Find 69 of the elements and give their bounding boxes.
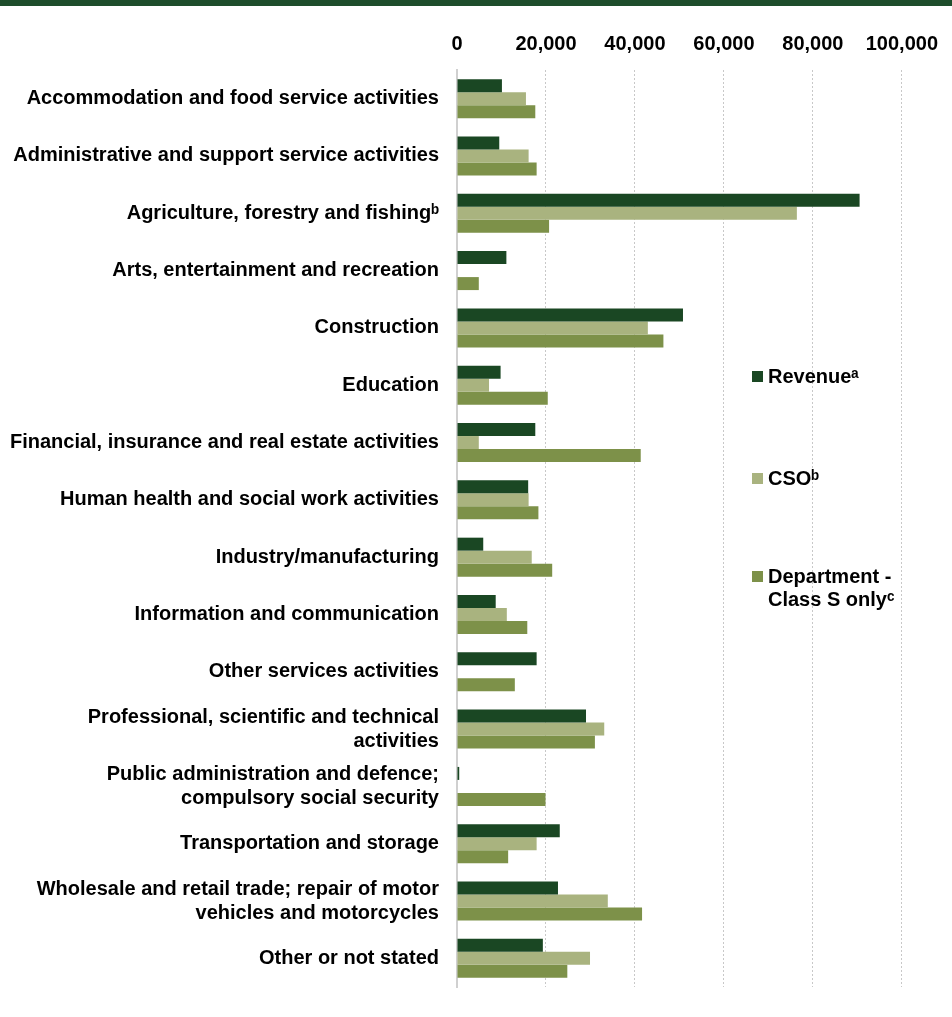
bar [457, 709, 587, 723]
bar [457, 334, 664, 348]
bar [457, 594, 496, 608]
y-tick-label: Industry/manufacturing [215, 544, 439, 567]
bar [457, 735, 595, 749]
legend-label: CSOᵇ [768, 467, 821, 490]
bar [457, 436, 479, 450]
bar [457, 378, 490, 392]
bar [457, 321, 648, 335]
bar [457, 938, 543, 952]
bar [457, 850, 509, 864]
bar [457, 824, 560, 838]
bar [457, 951, 591, 965]
bar [457, 550, 532, 564]
y-tick-label: Other services activities [208, 659, 439, 682]
bar [457, 837, 537, 851]
bar [457, 423, 536, 437]
bar [457, 365, 501, 379]
bar [457, 149, 529, 163]
bar [457, 92, 526, 106]
bar [457, 391, 548, 405]
bar [457, 881, 558, 895]
bar [457, 537, 484, 551]
legend-label: Revenueᵃ [768, 365, 860, 388]
bar [457, 493, 529, 507]
bar [457, 678, 515, 692]
bar [457, 964, 568, 978]
bar [457, 722, 605, 736]
bar [457, 206, 797, 220]
x-tick-label: 0 [451, 31, 463, 54]
x-tick-label: 80,000 [782, 31, 844, 54]
y-tick-label: Agriculture, forestry and fishingᵇ [126, 200, 440, 223]
bar [457, 136, 500, 150]
y-tick-label: Professional, scientific and technical activities [87, 704, 439, 751]
bar [457, 251, 507, 265]
bar [457, 193, 860, 207]
y-tick-label: Arts, entertainment and recreation [112, 258, 439, 281]
bar [457, 79, 502, 93]
bar [457, 607, 507, 621]
bar [457, 652, 537, 666]
y-tick-label: Administrative and support service activities [13, 143, 439, 166]
y-tick-label: Other or not stated [258, 945, 439, 968]
bar [457, 219, 550, 233]
bar [457, 506, 539, 520]
bar [457, 894, 608, 908]
legend-label: Department - Class S onlyᶜ [768, 565, 896, 611]
x-tick-label: 100,000 [865, 31, 938, 54]
bar [457, 162, 537, 176]
y-tick-label: Accommodation and food service activities [26, 86, 439, 109]
x-tick-label: 40,000 [604, 31, 666, 54]
y-tick-label: Human health and social work activities [59, 487, 439, 510]
bar [457, 277, 479, 291]
bar [457, 907, 643, 921]
bar [457, 563, 553, 577]
y-tick-label: Financial, insurance and real estate activities [9, 430, 439, 453]
y-tick-label: Information and communication [134, 601, 439, 624]
bar [457, 105, 536, 119]
x-tick-label: 60,000 [693, 31, 755, 54]
y-tick-label: Wholesale and retail trade; repair of motor vehicles and motorcycles [36, 876, 440, 923]
y-tick-label: Education [342, 372, 439, 395]
bar [457, 620, 528, 634]
bar [457, 480, 529, 494]
y-tick-label: Construction [314, 315, 439, 338]
y-tick-label: Transportation and storage [180, 831, 439, 854]
bar [457, 792, 546, 806]
bar [457, 308, 683, 322]
bar [457, 449, 641, 463]
y-tick-label: Public administration and defence; compulsory social security [106, 761, 440, 808]
x-tick-label: 20,000 [515, 31, 577, 54]
